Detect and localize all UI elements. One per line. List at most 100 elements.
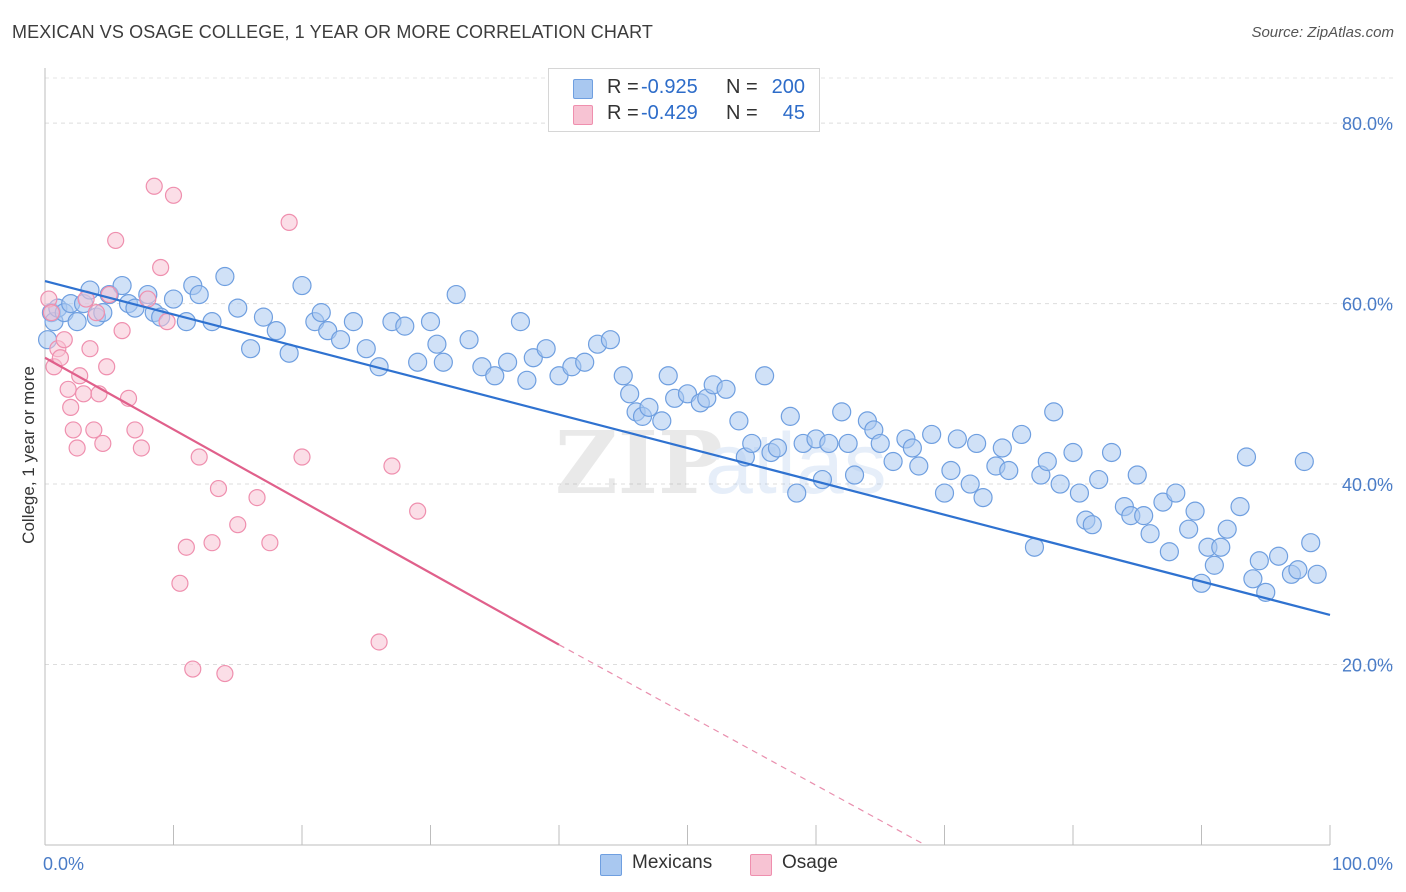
y-tick-label: 40.0% (1342, 475, 1393, 495)
point-osage (203, 534, 221, 552)
point-mexicans (433, 352, 453, 372)
point-mexicans (1089, 469, 1109, 490)
point-osage (383, 457, 401, 475)
x-tick-label: 100.0% (1332, 854, 1393, 874)
legend-row-mexicans: R = -0.925 N = 200 (549, 75, 819, 101)
point-mexicans (1063, 442, 1083, 463)
point-mexicans (767, 438, 788, 458)
point-mexicans (947, 429, 967, 449)
point-osage (184, 660, 202, 678)
legend-row-osage: R = -0.429 N = 45 (549, 101, 819, 127)
point-mexicans (1140, 524, 1160, 544)
point-osage (216, 664, 234, 683)
point-osage (113, 322, 131, 340)
point-mexicans (780, 406, 800, 426)
y-tick-label: 20.0% (1342, 656, 1393, 676)
x-tick-label: 0.0% (43, 854, 84, 874)
point-osage (64, 421, 82, 439)
point-mexicans (902, 438, 922, 458)
point-mexicans (163, 289, 184, 309)
point-osage (145, 177, 163, 195)
point-mexicans (408, 352, 428, 372)
point-mexicans (967, 433, 987, 454)
point-mexicans (1159, 542, 1179, 562)
point-mexicans (1294, 451, 1314, 472)
chart-title: MEXICAN VS OSAGE COLLEGE, 1 YEAR OR MORE… (12, 22, 653, 42)
point-mexicans (941, 460, 961, 481)
point-osage (158, 313, 176, 331)
point-mexicans (934, 483, 955, 503)
legend-swatch-mexicans (573, 79, 593, 99)
legend-r-value: -0.429 (641, 102, 698, 124)
point-osage (280, 213, 298, 231)
point-mexicans (311, 303, 331, 323)
point-mexicans (658, 366, 678, 386)
point-mexicans (1307, 564, 1327, 584)
point-mexicans (1268, 546, 1289, 566)
point-mexicans (1204, 555, 1224, 575)
point-osage (229, 516, 247, 534)
point-mexicans (202, 312, 222, 332)
legend-swatch-osage (573, 105, 593, 125)
point-osage (409, 502, 427, 520)
point-mexicans (812, 469, 833, 490)
point-mexicans (241, 339, 261, 359)
point-mexicans (600, 330, 621, 350)
point-mexicans (1011, 424, 1032, 445)
point-mexicans (729, 411, 749, 431)
point-mexicans (446, 284, 466, 305)
point-mexicans (639, 397, 659, 417)
point-mexicans (999, 460, 1019, 481)
point-mexicans (420, 312, 441, 332)
source-label: Source: ZipAtlas.com (1251, 24, 1394, 41)
point-osage (94, 434, 112, 453)
point-mexicans (510, 312, 531, 332)
point-osage (171, 574, 189, 592)
point-mexicans (787, 483, 807, 503)
point-mexicans (1082, 515, 1102, 535)
point-osage (74, 385, 93, 403)
point-osage (152, 258, 170, 277)
point-mexicans (1249, 551, 1269, 571)
legend-n-label: N = (726, 102, 758, 124)
series-swatch-osage (750, 854, 772, 876)
point-osage (139, 290, 157, 308)
point-mexicans (909, 456, 929, 476)
point-mexicans (1179, 519, 1199, 539)
point-mexicans (716, 379, 736, 399)
legend-r-label: R = (607, 76, 639, 98)
point-osage (98, 358, 116, 376)
point-mexicans (1069, 483, 1090, 503)
point-mexicans (1243, 569, 1263, 589)
gridlines (45, 77, 1393, 666)
point-osage (126, 421, 144, 439)
point-mexicans (754, 366, 775, 386)
point-osage (81, 340, 99, 358)
series-swatch-mexicans (600, 854, 622, 876)
legend-n-value: 200 (771, 76, 805, 98)
point-mexicans (1230, 497, 1250, 517)
point-mexicans (870, 433, 890, 454)
legend-r-label: R = (607, 102, 639, 124)
point-mexicans (1288, 560, 1308, 580)
point-mexicans (485, 366, 505, 386)
watermark: ZIP atlas (555, 413, 887, 514)
point-mexicans (1024, 537, 1045, 557)
point-osage (248, 488, 266, 507)
point-mexicans (1037, 451, 1057, 472)
point-mexicans (215, 266, 235, 287)
point-mexicans (427, 334, 447, 354)
point-mexicans (517, 370, 537, 390)
trend-lines (44, 279, 1331, 846)
point-osage (59, 380, 77, 398)
point-mexicans (973, 487, 993, 508)
y-tick-label: 80.0% (1342, 114, 1393, 134)
point-mexicans (1050, 474, 1070, 494)
point-mexicans (292, 275, 312, 296)
trend-line-mexicans (44, 279, 1331, 616)
point-mexicans (575, 352, 595, 372)
point-mexicans (536, 339, 556, 359)
point-mexicans (1166, 483, 1186, 503)
point-mexicans (838, 433, 858, 454)
point-osage (190, 448, 208, 466)
